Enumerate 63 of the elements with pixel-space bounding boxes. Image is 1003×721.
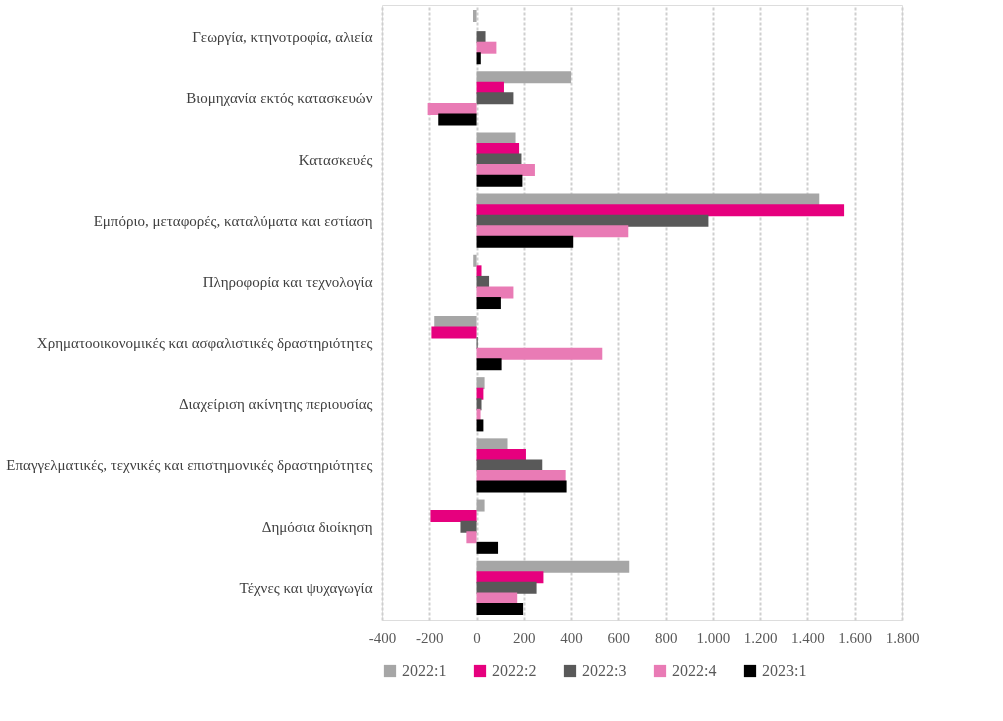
- x-tick-label: 800: [654, 629, 678, 646]
- bar: [476, 92, 514, 105]
- bar: [476, 480, 567, 493]
- x-tick-label: -200: [416, 629, 444, 646]
- legend-label: 2022:1: [402, 662, 447, 679]
- bar: [476, 235, 574, 248]
- bar: [434, 315, 477, 328]
- legend-label: 2022:3: [582, 662, 627, 679]
- x-tick-label: 1.800: [885, 629, 920, 646]
- x-tick-label: 1.000: [696, 629, 731, 646]
- y-tick-label: Χρηματοοικονομικές και ασφαλιστικές δραστηριότητες: [36, 335, 373, 352]
- bar: [476, 571, 544, 584]
- y-tick-label: Εμπόριο, μεταφορές, καταλύματα και εστίαση: [93, 212, 373, 229]
- y-tick-label: Δημόσια διοίκηση: [261, 518, 373, 535]
- bar: [476, 358, 502, 371]
- bar: [476, 225, 629, 238]
- bar: [476, 286, 514, 299]
- y-tick-label: Διαχείριση ακίνητης περιουσίας: [178, 396, 373, 413]
- x-tick-label: 1.600: [838, 629, 873, 646]
- bar: [438, 113, 477, 126]
- bar: [476, 499, 485, 512]
- bar: [476, 603, 524, 616]
- bar: [476, 265, 482, 278]
- legend-label: 2023:1: [762, 662, 807, 679]
- x-tick-label: 1.400: [791, 629, 825, 646]
- bar: [476, 459, 543, 472]
- bar: [476, 164, 535, 177]
- legend-label: 2022:4: [672, 662, 717, 679]
- x-tick-label: 1.200: [743, 629, 778, 646]
- bar: [476, 174, 523, 187]
- bar: [476, 52, 481, 65]
- bar: [466, 531, 477, 544]
- bar: [430, 510, 477, 523]
- bar: [476, 438, 508, 451]
- y-tick-label: Κατασκευές: [298, 151, 373, 168]
- y-tick-label: Βιομηχανία εκτός κατασκευών: [186, 90, 373, 107]
- y-tick-label: Γεωργία, κτηνοτροφία, αλιεία: [192, 29, 373, 46]
- bar: [473, 9, 477, 22]
- bar: [473, 254, 477, 267]
- bar: [476, 377, 485, 390]
- legend-label: 2022:2: [492, 662, 537, 679]
- x-tick-label: 600: [607, 629, 631, 646]
- y-tick-label: Επαγγελματικές, τεχνικές και επιστημονικές δραστηριότητες: [6, 457, 373, 474]
- bar: [476, 470, 566, 483]
- bar: [476, 41, 497, 54]
- bar: [476, 297, 501, 310]
- bar: [476, 142, 520, 155]
- x-tick-label: 200: [513, 629, 536, 646]
- bar: [476, 398, 482, 411]
- y-tick-label: Τέχνες και ψυχαγωγία: [239, 579, 373, 596]
- bar: [476, 347, 603, 360]
- bar: [476, 71, 572, 84]
- bar: [476, 560, 630, 573]
- bar: [431, 326, 477, 339]
- bar: [476, 204, 845, 217]
- bar: [476, 31, 486, 44]
- x-tick-label: 400: [560, 629, 583, 646]
- y-tick-label: Πληροφορία και τεχνολογία: [202, 273, 373, 290]
- bar: [476, 541, 499, 554]
- bar: [476, 592, 518, 605]
- x-tick-label: 0: [473, 629, 481, 646]
- bar: [476, 132, 516, 145]
- x-tick-label: -400: [368, 629, 397, 646]
